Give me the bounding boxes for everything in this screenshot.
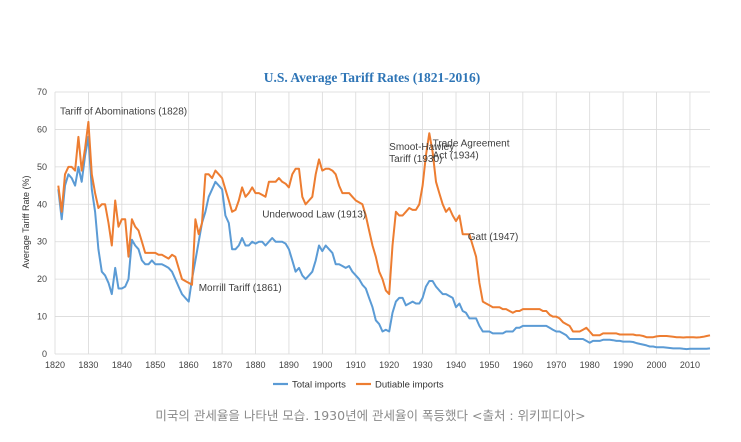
chart-svg: U.S. Average Tariff Rates (1821-2016) 01…	[21, 70, 711, 391]
annotation-line: Morrill Tariff (1861)	[199, 283, 282, 294]
annotation-line: Underwood Law (1913)	[262, 209, 366, 220]
legend-label: Total imports	[292, 380, 346, 391]
annotation-label: Morrill Tariff (1861)	[199, 283, 282, 294]
annotation-line: Smoot-Hawley	[389, 142, 454, 153]
x-tick-label: 1990	[613, 360, 633, 370]
y-tick-label: 60	[37, 124, 47, 134]
y-tick-label: 40	[37, 199, 47, 209]
chart-annotations: Tariff of Abominations (1828) Morrill Tar…	[60, 106, 518, 294]
annotation-label: Trade Agreement Act (1934)	[433, 138, 510, 161]
x-tick-label: 1890	[279, 360, 299, 370]
y-tick-label: 70	[37, 87, 47, 97]
x-tick-label: 1960	[513, 360, 533, 370]
annotation-line: Act (1934)	[433, 150, 479, 161]
y-tick-label: 50	[37, 162, 47, 172]
x-tick-label: 1920	[379, 360, 399, 370]
legend: Total imports Dutiable imports	[273, 380, 444, 391]
series-lines	[57, 120, 711, 351]
y-tick-label: 30	[37, 237, 47, 247]
x-tick-label: 1870	[212, 360, 232, 370]
x-tick-label: 1850	[145, 360, 165, 370]
x-tick-label: 1950	[479, 360, 499, 370]
x-axis-ticks: 1820 1830 1840 1850 1860 1870 1880 1890 1900 1910…	[45, 360, 700, 370]
x-tick-label: 1900	[312, 360, 332, 370]
y-tick-label: 0	[42, 349, 47, 359]
x-tick-label: 2010	[680, 360, 700, 370]
y-axis-ticks: 0 10 20 30 40 50 60 70	[37, 87, 47, 359]
chart-title: U.S. Average Tariff Rates (1821-2016)	[264, 70, 480, 85]
x-tick-label: 1970	[546, 360, 566, 370]
annotation-line: Tariff of Abominations (1828)	[60, 106, 187, 117]
y-tick-label: 20	[37, 274, 47, 284]
annotation-label: Gatt (1947)	[468, 232, 519, 243]
x-tick-label: 1820	[45, 360, 65, 370]
y-tick-label: 10	[37, 312, 47, 322]
x-tick-label: 1940	[446, 360, 466, 370]
annotation-line: Tariff (1930)	[389, 154, 442, 165]
annotation-label: Underwood Law (1913)	[262, 209, 366, 220]
annotation-line: Gatt (1947)	[468, 232, 519, 243]
annotation-label: Tariff of Abominations (1828)	[60, 106, 187, 117]
x-tick-label: 1930	[413, 360, 433, 370]
x-tick-label: 2000	[647, 360, 667, 370]
x-tick-label: 1830	[78, 360, 98, 370]
x-tick-label: 1910	[346, 360, 366, 370]
gridlines	[54, 91, 710, 355]
x-tick-label: 1860	[179, 360, 199, 370]
series-line-dutiable-imports	[57, 120, 711, 339]
y-axis-label: Average Tariff Rate (%)	[21, 175, 31, 268]
legend-label: Dutiable imports	[375, 380, 444, 391]
x-tick-label: 1980	[580, 360, 600, 370]
series-line-total-imports	[57, 135, 711, 351]
figure-caption: 미국의 관세율을 나타낸 모습. 1930년에 관세율이 폭등했다 <출처 : …	[155, 408, 586, 423]
annotation-line: Trade Agreement	[433, 138, 510, 149]
x-tick-label: 1880	[245, 360, 265, 370]
x-tick-label: 1840	[112, 360, 132, 370]
annotation-label: Smoot-Hawley Tariff (1930)	[389, 142, 454, 165]
